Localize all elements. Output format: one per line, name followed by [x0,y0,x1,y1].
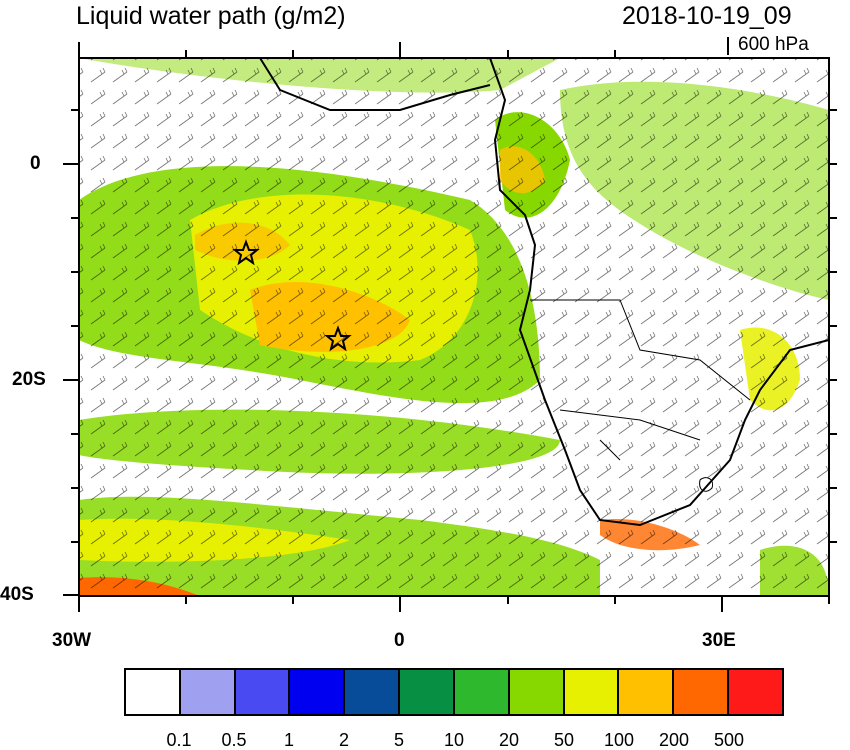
star-marker [324,325,352,352]
colorbar-swatch [400,670,455,714]
colorbar-swatch [126,670,181,714]
colorbar-swatch [564,670,620,714]
lat-label-40s: 40S [0,584,34,605]
colorbar-label: 50 [553,730,575,750]
pressure-level: 600 hPa [738,34,809,55]
colorbar-label: 2 [338,730,350,750]
lon-label-30e: 30E [702,630,736,651]
colorbar-label: 1 [283,730,295,750]
colorbar-swatch [509,670,565,714]
star-marker [232,239,260,266]
colorbar-label: 10 [443,730,465,750]
lon-ticks [78,42,830,612]
plot-title: Liquid water path (g/m2) [76,2,346,30]
colorbar-label: 500 [713,730,745,750]
colorbar-swatch [619,670,675,714]
colorbar-swatch [345,670,401,714]
colorbar [124,668,784,716]
colorbar-swatch [454,670,510,714]
colorbar-swatch [180,670,236,714]
lat-label-20s: 20S [12,369,46,390]
lwp-field [79,58,829,596]
lon-label-30w: 30W [52,630,92,651]
colorbar-label: 100 [603,730,635,750]
colorbar-label: 0.1 [166,730,192,750]
colorbar-label: 0.5 [221,730,247,750]
colorbar-swatch [729,670,782,714]
lat-label-0: 0 [30,153,41,174]
colorbar-label: 20 [498,730,520,750]
colorbar-swatch [235,670,291,714]
level-tick [727,37,729,55]
colorbar-label: 5 [393,730,405,750]
lat-ticks [63,109,837,596]
colorbar-swatch [674,670,730,714]
valid-time: 2018-10-19_09 [622,2,792,30]
colorbar-swatch [290,670,346,714]
colorbar-label: 200 [658,730,690,750]
lon-label-0: 0 [394,630,405,651]
